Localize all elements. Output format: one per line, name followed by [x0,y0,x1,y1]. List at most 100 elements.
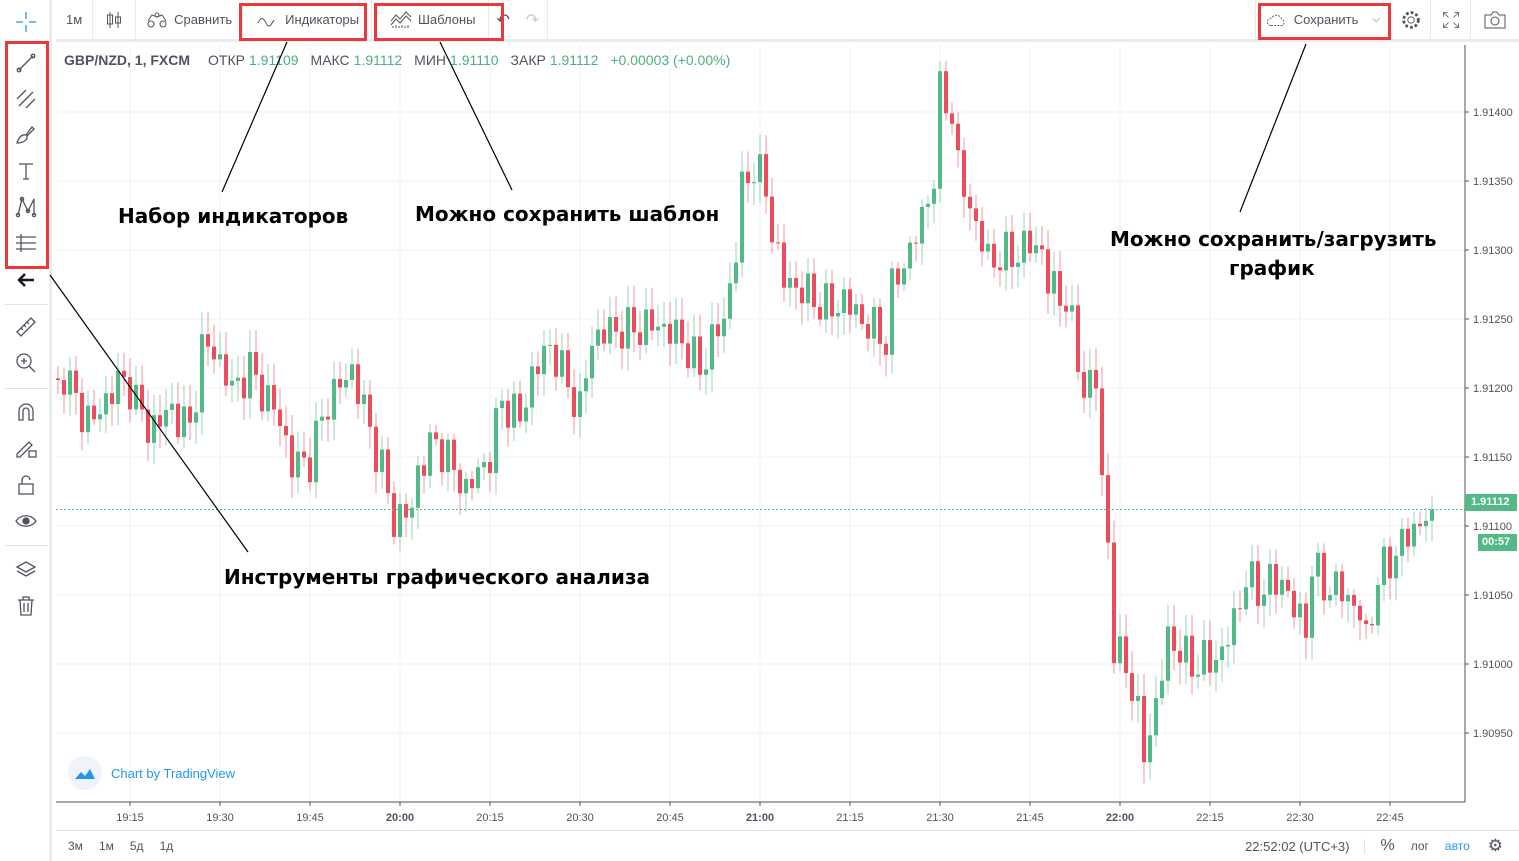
candle-body [464,478,468,494]
candle-body [962,150,966,197]
y-tick-label: 1.91350 [1473,176,1513,188]
candle-body [686,343,690,369]
candle-body [74,370,78,393]
candle-body [656,326,660,331]
candle-body [440,439,444,473]
candle-body [452,439,456,470]
candle-body [542,345,546,375]
candle-body [1412,523,1416,547]
auto-toggle[interactable]: авто [1444,839,1470,853]
brush-icon[interactable] [12,121,40,149]
candle-body [1256,561,1260,606]
ruler-icon[interactable] [12,313,40,341]
annotation-tools: Инструменты графического анализа [224,565,651,589]
y-tick-label: 1.91250 [1473,314,1513,326]
candle-body [278,409,282,426]
candle-body [620,331,624,349]
candle-body [1334,571,1338,596]
eye-icon[interactable] [12,507,40,535]
candle-body [176,403,180,438]
range-3m[interactable]: 3м [68,839,83,853]
percent-toggle[interactable]: % [1380,837,1395,854]
text-tool-icon[interactable] [12,157,40,185]
range-5d[interactable]: 5д [129,839,144,853]
chevron-down-icon[interactable]: ⌵ [1372,14,1380,25]
symbol-title[interactable]: GBP/NZD, 1, FXCM [64,52,191,68]
candle-body [62,380,66,395]
candle-body [314,420,318,483]
candle-body [332,378,336,420]
watermark-text: Chart by TradingView [111,765,236,781]
annotation-indicators: Набор индикаторов [118,204,349,228]
candle-body [1364,620,1368,625]
layers-icon[interactable] [12,556,40,584]
candle-body [1382,546,1386,585]
crosshair-icon[interactable] [12,8,40,36]
candle-body [470,478,474,489]
candle-body [1220,646,1224,661]
x-tick-label: 21:45 [1016,812,1044,824]
log-toggle[interactable]: лог [1410,839,1429,853]
collapse-arrow-icon[interactable] [12,266,40,294]
candle-body [1148,735,1152,763]
y-tick-label: 1.91400 [1473,107,1513,119]
candle-body [1100,388,1104,476]
prediction-tool-icon[interactable] [12,229,40,257]
chart-type-button[interactable] [93,0,137,41]
candle-body [842,289,846,314]
compare-icon [147,12,167,27]
axis-settings-icon[interactable]: ⚙ [1487,836,1503,855]
redo-button[interactable]: ↷ [518,0,549,41]
range-1d[interactable]: 1д [159,839,174,853]
annotation-save-line2: график [1229,256,1315,280]
y-tick-label: 1.91200 [1473,383,1513,395]
candle-body [302,451,306,458]
tradingview-watermark[interactable]: Chart by TradingView [68,756,235,790]
candle-body [326,416,330,420]
lock-icon[interactable] [12,471,40,499]
pattern-tool-icon[interactable] [12,193,40,221]
candle-body [1160,680,1164,699]
compare-button[interactable]: Сравнить [136,0,244,41]
candle-body [1064,305,1068,312]
candle-body [974,208,978,222]
candle-body [674,319,678,344]
x-tick-label: 19:45 [296,812,324,824]
candle-body [1280,579,1284,595]
candle-body [56,378,60,381]
trash-icon[interactable] [12,592,40,620]
candle-body [1394,555,1398,579]
clock[interactable]: 22:52:02 (UTC+3) [1237,838,1365,854]
candle-body [104,393,108,415]
candle-body [86,405,90,433]
candle-body [1340,571,1344,602]
range-1m[interactable]: 1м [98,839,114,853]
candle-body [248,351,252,399]
screenshot-button[interactable] [1471,0,1519,41]
fullscreen-button[interactable] [1431,0,1471,41]
candle-body [770,196,774,243]
candle-body [1388,546,1392,579]
templates-button[interactable]: Шаблоны [372,0,489,41]
x-tick-label: 22:15 [1196,812,1224,824]
fib-tool-icon[interactable] [12,85,40,113]
interval-button[interactable]: 1м [56,0,94,41]
candle-body [1154,698,1158,736]
candle-body [218,354,222,360]
candle-body [1076,305,1080,372]
annotation-save-line1: Можно сохранить/загрузить [1110,227,1437,251]
trend-line-icon[interactable] [12,49,40,77]
candle-body [704,369,708,375]
candle-body [860,304,864,324]
candle-body [794,278,798,288]
zoom-in-icon[interactable] [12,349,40,377]
candle-body [752,182,756,184]
settings-button[interactable] [1391,0,1431,41]
indicators-button[interactable]: Индикаторы [243,0,373,41]
fullscreen-icon [1442,11,1459,28]
lock-drawings-pencil-icon[interactable] [12,434,40,462]
candle-body [236,377,240,381]
candle-body [584,378,588,392]
magnet-icon[interactable] [12,398,40,426]
